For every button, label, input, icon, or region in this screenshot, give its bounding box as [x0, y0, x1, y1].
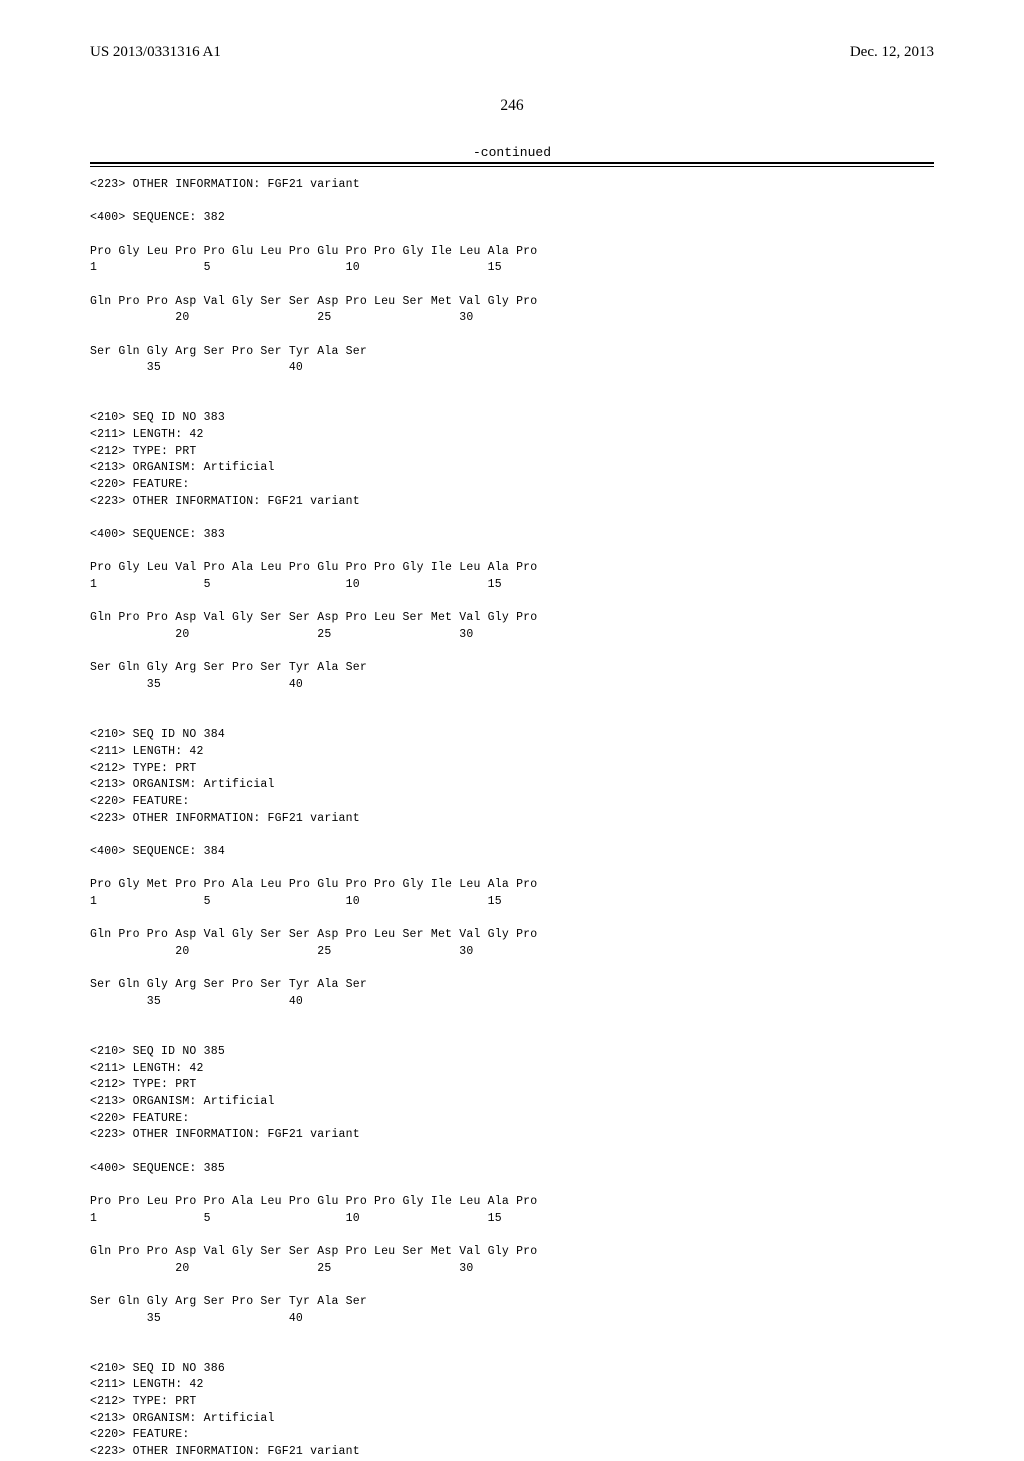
publication-date: Dec. 12, 2013	[850, 44, 934, 61]
rule-top	[90, 162, 934, 164]
rule-bottom	[90, 166, 934, 167]
publication-number: US 2013/0331316 A1	[90, 44, 221, 61]
continued-label: -continued	[90, 145, 934, 160]
page-header: US 2013/0331316 A1 Dec. 12, 2013	[90, 44, 934, 61]
patent-page: US 2013/0331316 A1 Dec. 12, 2013 246 -co…	[0, 0, 1024, 1320]
sequence-listing: <223> OTHER INFORMATION: FGF21 variant <…	[90, 177, 934, 1461]
page-number: 246	[90, 97, 934, 115]
